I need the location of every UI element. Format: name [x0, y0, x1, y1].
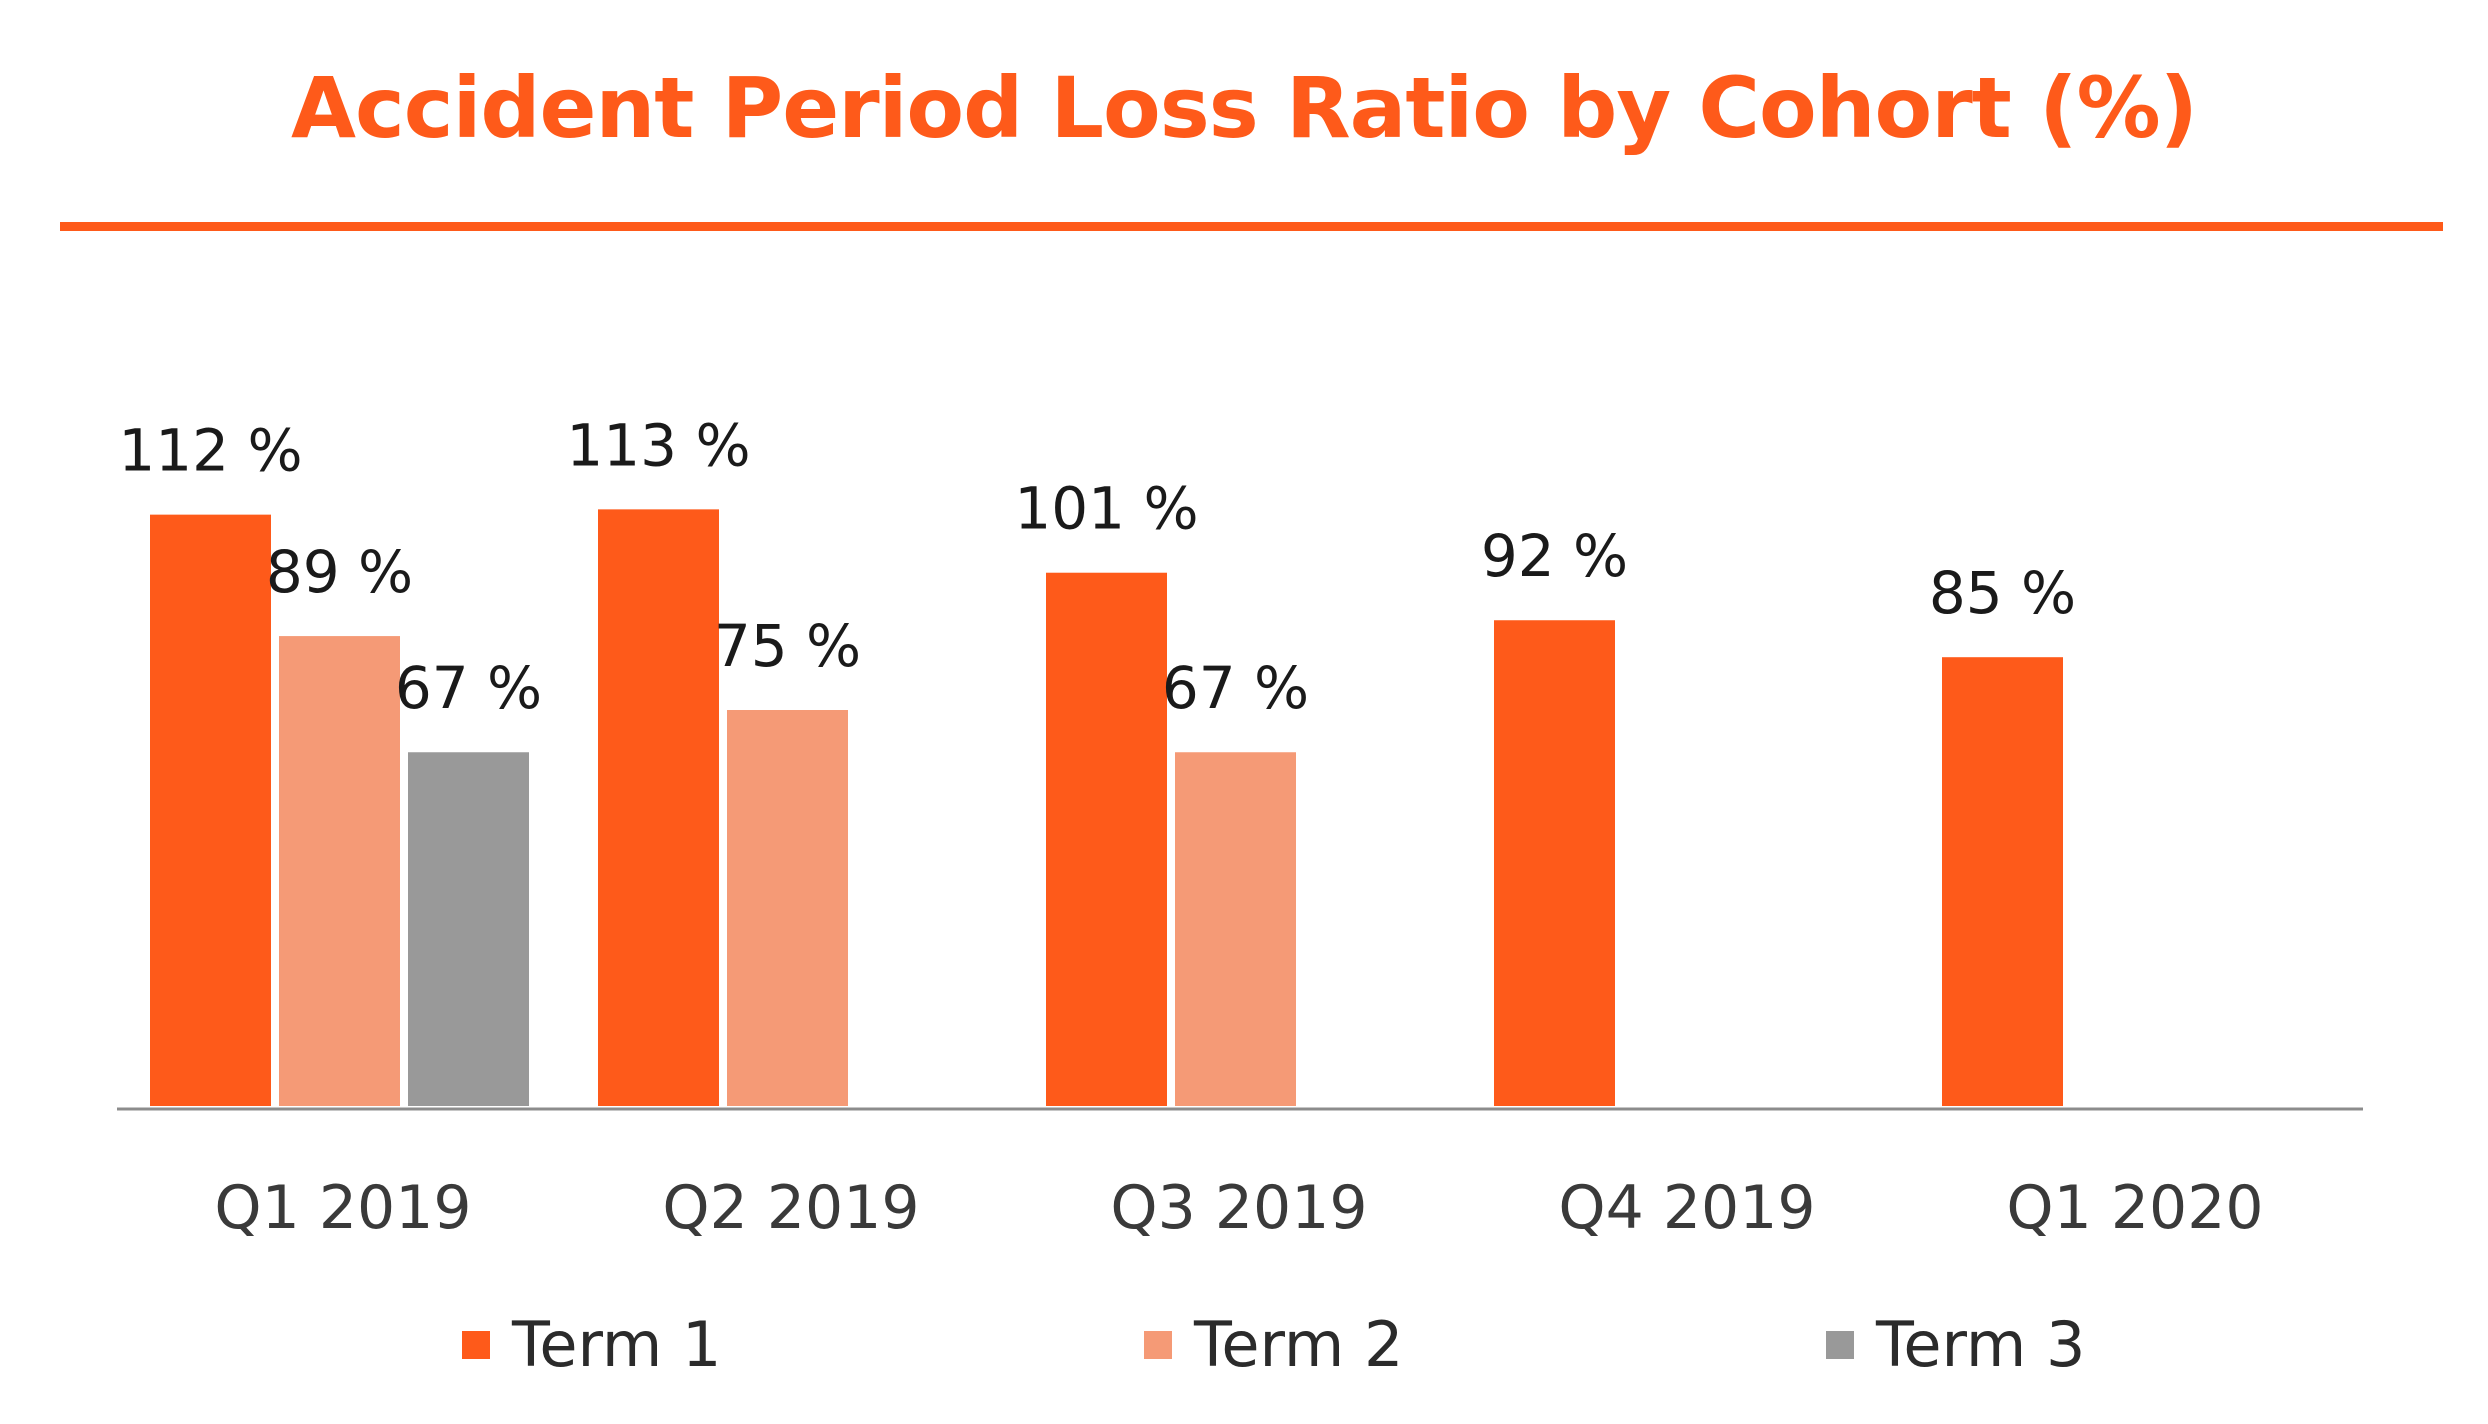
bar-q1-2019-term-2 [279, 636, 400, 1106]
legend-swatch-term-2 [1144, 1331, 1172, 1359]
chart-title: Accident Period Loss Ratio by Cohort (%) [290, 59, 2198, 157]
bar-q2-2019-term-2 [727, 710, 848, 1106]
bar-q2-2019-term-1 [598, 509, 719, 1106]
data-label-q1-2020-term-1: 85 % [1929, 559, 2076, 627]
x-tick-label-q2-2019: Q2 2019 [662, 1173, 919, 1243]
x-tick-label-q1-2019: Q1 2019 [214, 1173, 471, 1243]
x-tick-label-q1-2020: Q1 2020 [2006, 1173, 2263, 1243]
data-label-q3-2019-term-2: 67 % [1162, 654, 1309, 722]
bar-q1-2020-term-1 [1942, 657, 2063, 1106]
legend: Term 1 Term 2 Term 3 [462, 1308, 2085, 1381]
legend-label-term-1: Term 1 [511, 1308, 721, 1381]
data-label-q2-2019-term-2: 75 % [714, 612, 861, 680]
data-label-q1-2019-term-3: 67 % [395, 654, 542, 722]
data-label-q4-2019-term-1: 92 % [1481, 522, 1628, 590]
data-label-q2-2019-term-1: 113 % [566, 411, 750, 479]
bar-q3-2019-term-2 [1175, 752, 1296, 1106]
legend-swatch-term-1 [462, 1331, 490, 1359]
data-labels-layer: 112 % 89 % 67 % 113 % 75 % 101 % 67 % 92 % 85 % [118, 411, 2076, 722]
legend-label-term-2: Term 2 [1193, 1308, 1403, 1381]
data-label-q1-2019-term-2: 89 % [266, 538, 413, 606]
title-underline [60, 222, 2443, 231]
x-tick-labels-layer: Q1 2019 Q2 2019 Q3 2019 Q4 2019 Q1 2020 [214, 1173, 2263, 1243]
legend-label-term-3: Term 3 [1875, 1308, 2085, 1381]
bar-q4-2019-term-1 [1494, 620, 1615, 1106]
x-tick-label-q3-2019: Q3 2019 [1110, 1173, 1367, 1243]
bars-layer [150, 509, 2063, 1106]
legend-swatch-term-3 [1826, 1331, 1854, 1359]
x-tick-label-q4-2019: Q4 2019 [1558, 1173, 1815, 1243]
data-label-q1-2019-term-1: 112 % [118, 417, 302, 485]
bar-q1-2019-term-3 [408, 752, 529, 1106]
bar-q3-2019-term-1 [1046, 572, 1167, 1106]
data-label-q3-2019-term-1: 101 % [1014, 475, 1198, 543]
bar-q1-2019-term-1 [150, 514, 271, 1106]
